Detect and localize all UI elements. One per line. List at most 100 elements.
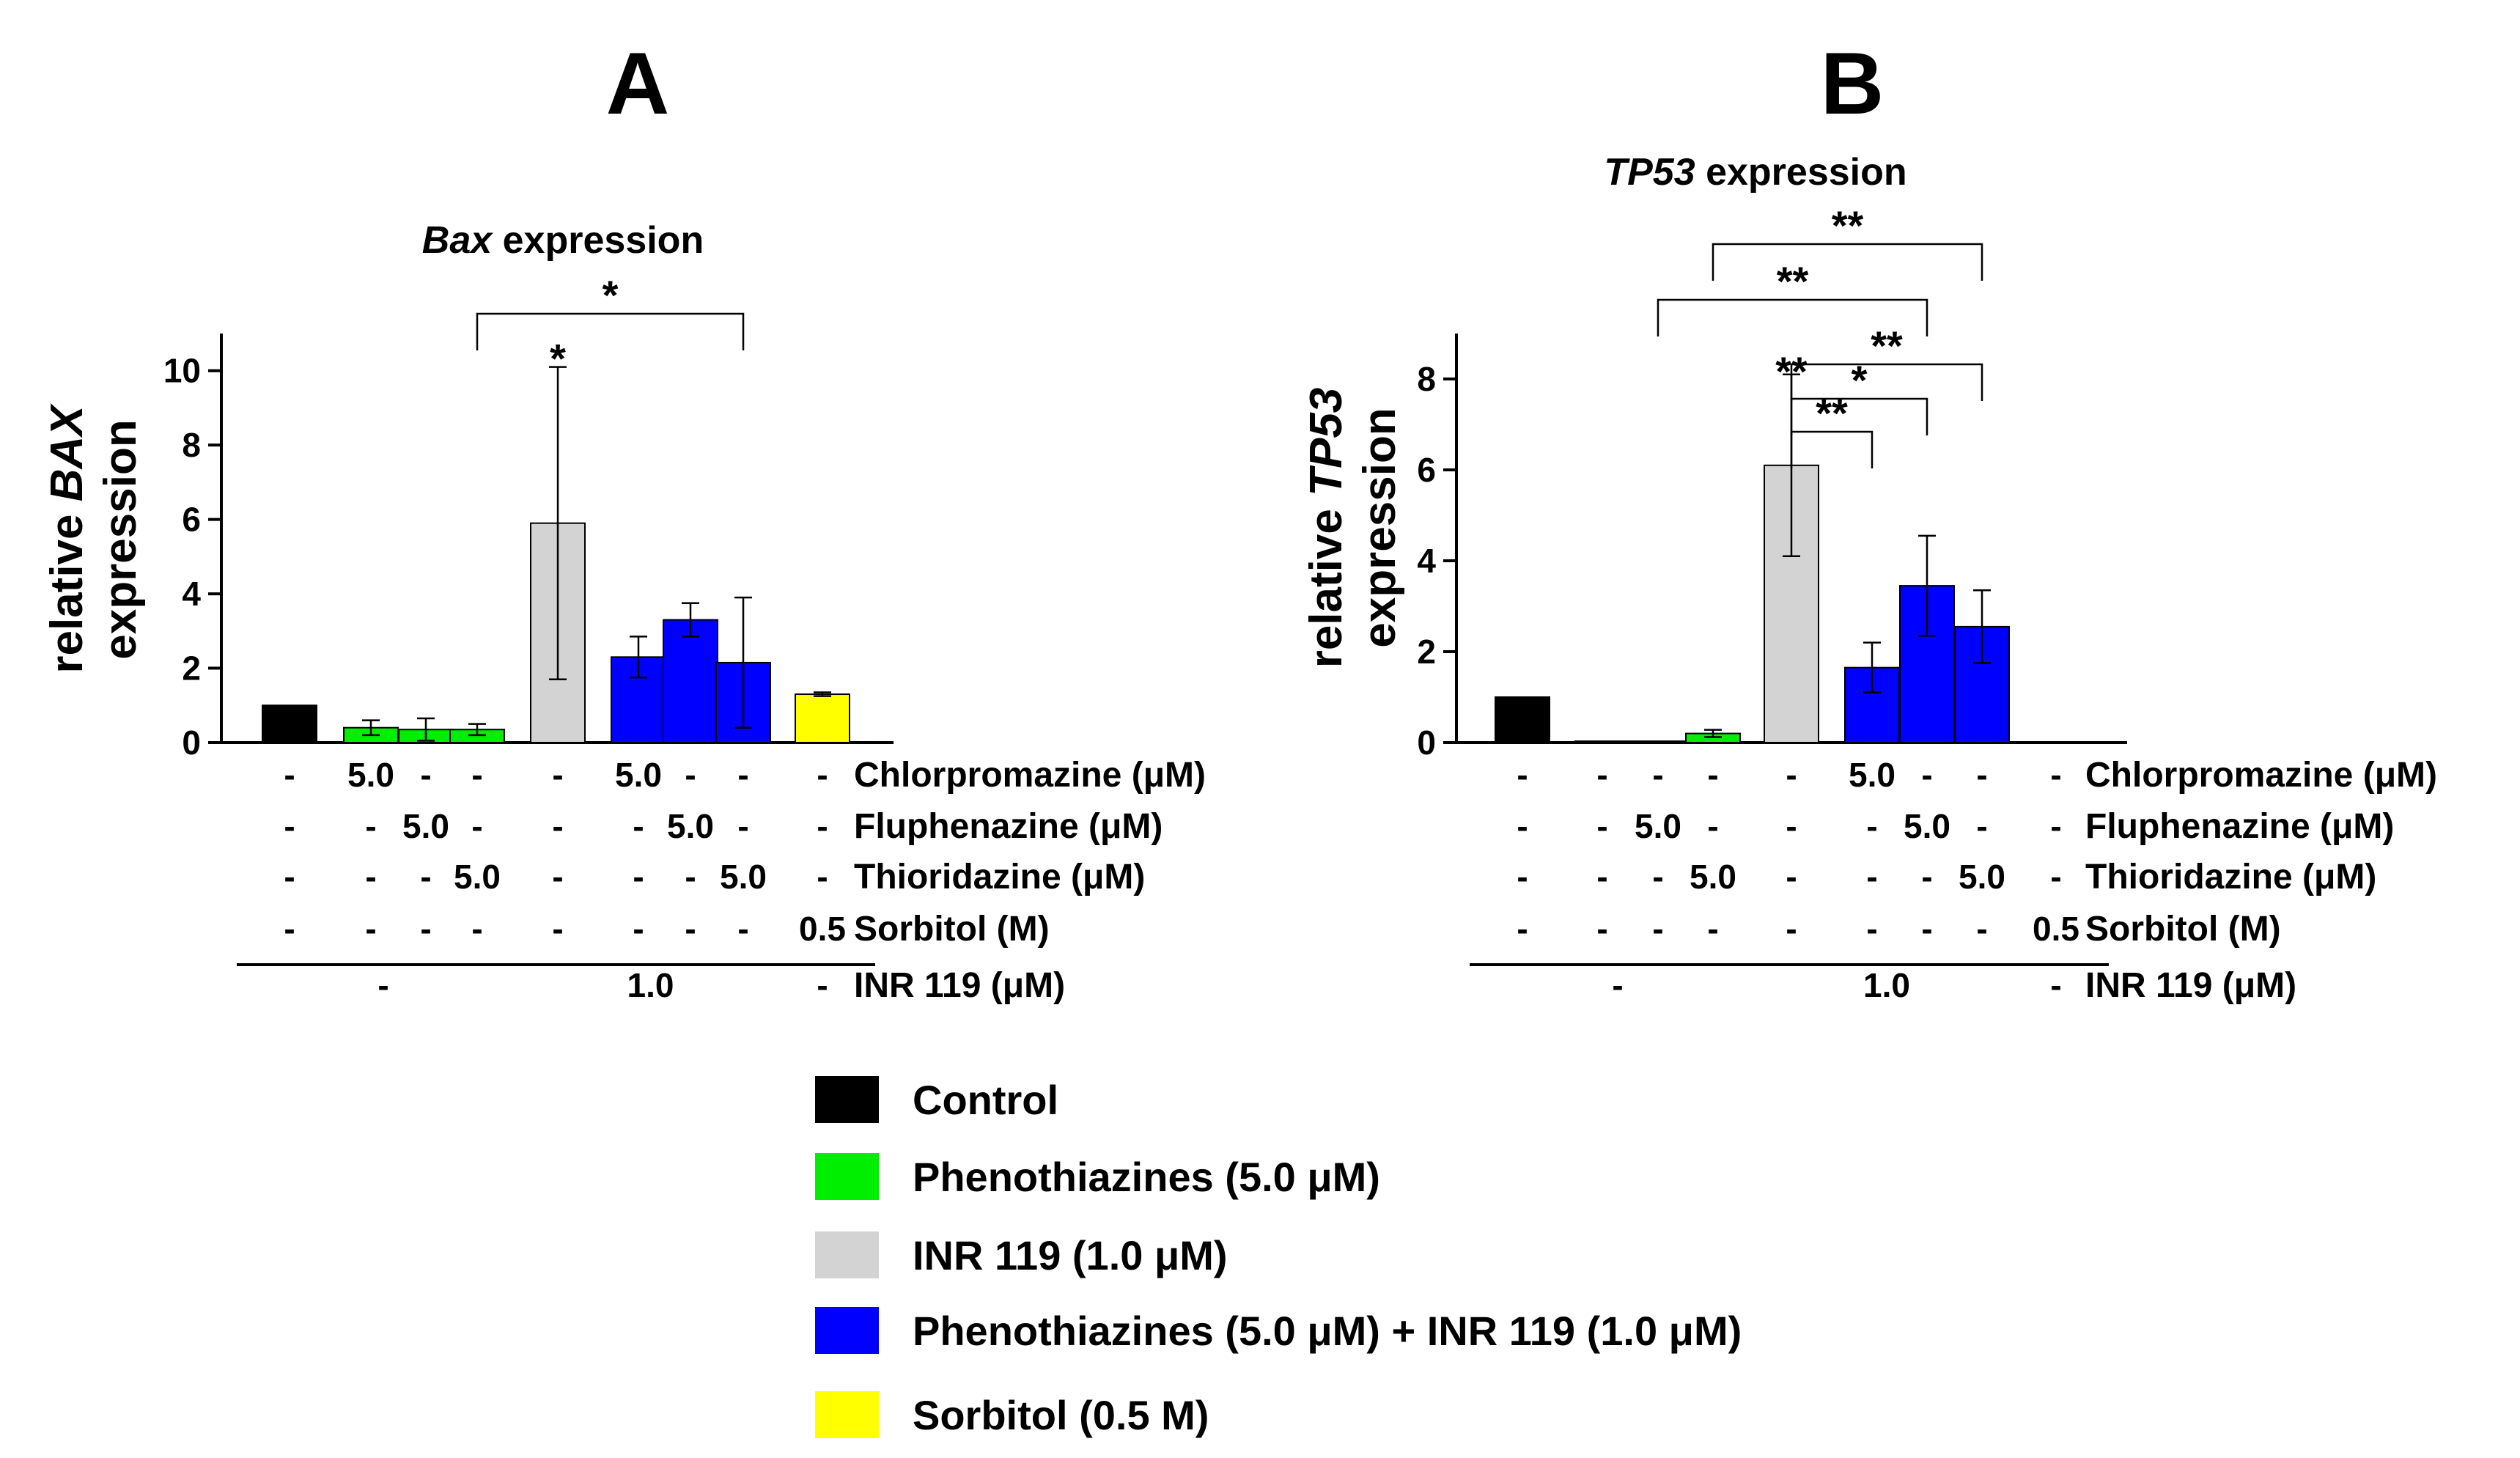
treatment-cell: 5.0	[402, 807, 449, 845]
bracket-label: *	[1852, 357, 1868, 403]
treatment-cell: -	[1652, 858, 1663, 896]
treatment-cell: -	[1866, 910, 1877, 948]
y-axis-label-line1: relative BAX	[42, 403, 92, 674]
bar	[1495, 696, 1550, 743]
treatment-cell: -	[420, 756, 431, 794]
treatment-cell: -	[471, 910, 482, 948]
y-axis-label-line2: expression	[1355, 408, 1405, 647]
significance-mark: *	[550, 336, 566, 382]
treatment-cell: -	[1786, 807, 1797, 845]
chart-title: TP53 expression	[1604, 151, 1906, 194]
treatment-cell: -	[685, 756, 696, 794]
treatment-cell: -	[1866, 807, 1877, 845]
treatment-cell: -	[1517, 858, 1528, 896]
significance-bracket	[1790, 397, 1928, 435]
y-tick-label: 10	[163, 352, 201, 390]
treatment-cell: -	[365, 858, 376, 896]
y-tick-label: 4	[1417, 542, 1436, 580]
treatment-cell: -	[1517, 807, 1528, 845]
y-tick-label: 6	[1417, 451, 1436, 489]
legend-swatch	[815, 1231, 879, 1278]
inr-group-value: -	[1612, 966, 1623, 1004]
bar	[1574, 740, 1630, 744]
chart-title: Bax expression	[422, 219, 704, 262]
treatment-cell: -	[284, 910, 295, 948]
treatment-row-label: Sorbitol (M)	[854, 910, 1050, 949]
treatment-cell: -	[2050, 858, 2061, 896]
bracket-label: **	[1871, 323, 1903, 369]
treatment-cell: -	[1786, 910, 1797, 948]
treatment-cell: -	[1596, 858, 1607, 896]
treatment-cell: 5.0	[454, 858, 501, 896]
treatment-cell: -	[1596, 910, 1607, 948]
treatment-row-label: Sorbitol (M)	[2085, 910, 2281, 949]
legend-swatch	[815, 1391, 879, 1438]
bracket-label: **	[1777, 258, 1809, 304]
treatment-cell: -	[1596, 756, 1607, 794]
legend-label: Control	[913, 1077, 1058, 1123]
legend-label: Phenothiazines (5.0 μM)	[913, 1154, 1380, 1200]
significance-bracket	[1790, 430, 1874, 468]
treatment-cell: -	[1786, 756, 1797, 794]
inr-group-value: -	[377, 966, 388, 1004]
treatment-cell: -	[420, 858, 431, 896]
treatment-cell: -	[685, 858, 696, 896]
treatment-cell: 5.0	[1904, 807, 1950, 845]
bar	[262, 704, 317, 743]
y-axis-label-line2: expression	[95, 419, 146, 659]
treatment-cell: 5.0	[1959, 858, 2005, 896]
treatment-cell: 5.0	[615, 756, 662, 794]
y-tick-label: 4	[182, 575, 201, 613]
treatment-cell: -	[1517, 910, 1528, 948]
legend-label: Phenothiazines (5.0 μM) + INR 119 (1.0 μ…	[913, 1308, 1742, 1354]
treatment-cell: -	[284, 807, 295, 845]
bracket-label: **	[1832, 202, 1864, 248]
treatment-cell: -	[1976, 910, 1987, 948]
treatment-cell: 5.0	[1849, 756, 1895, 794]
treatment-cell: 5.0	[347, 756, 394, 794]
treatment-cell: -	[284, 756, 295, 794]
treatment-cell: -	[1517, 756, 1528, 794]
treatment-cell: -	[552, 756, 563, 794]
treatment-cell: 5.0	[720, 858, 767, 896]
y-tick-label: 8	[1417, 360, 1436, 398]
significance-bracket	[1657, 298, 1928, 336]
treatment-row-label: Chlorpromazine (μM)	[2085, 756, 2437, 795]
treatment-row-label: Thioridazine (μM)	[2085, 858, 2376, 896]
treatment-cell: -	[1921, 756, 1932, 794]
treatment-cell: -	[1652, 756, 1663, 794]
y-tick-label: 8	[182, 426, 201, 464]
treatment-cell: -	[365, 910, 376, 948]
y-axis-label-line1: relative TP53	[1301, 388, 1352, 669]
significance-bracket	[476, 312, 745, 350]
legend-swatch	[815, 1307, 879, 1354]
inr-row-label: INR 119 (μM)	[2085, 966, 2296, 1005]
significance-bracket	[1712, 243, 1983, 281]
treatment-cell: -	[2050, 807, 2061, 845]
treatment-cell: -	[1707, 910, 1718, 948]
treatment-cell: -	[633, 910, 644, 948]
y-tick-label: 0	[1417, 724, 1436, 762]
panel-letter: B	[1821, 34, 1885, 133]
treatment-cell: 0.5	[2033, 910, 2079, 948]
y-tick-label: 6	[182, 501, 201, 539]
treatment-cell: -	[365, 807, 376, 845]
legend-swatch	[815, 1153, 879, 1200]
bracket-label: *	[603, 272, 619, 318]
legend-label: INR 119 (1.0 μM)	[913, 1232, 1228, 1278]
significance-bracket	[1790, 363, 1983, 401]
treatment-cell: -	[2050, 756, 2061, 794]
treatment-cell: -	[1866, 858, 1877, 896]
y-tick-label: 0	[182, 724, 201, 762]
chart-title-italic: Bax	[422, 219, 493, 262]
treatment-cell: -	[284, 858, 295, 896]
treatment-cell: -	[737, 756, 748, 794]
treatment-cell: -	[737, 910, 748, 948]
legend-swatch	[815, 1076, 879, 1123]
bracket-label: **	[1816, 390, 1848, 436]
treatment-cell: -	[817, 858, 828, 896]
treatment-row-label: Thioridazine (μM)	[854, 858, 1145, 896]
y-axis-label-italic: BAX	[42, 403, 92, 502]
